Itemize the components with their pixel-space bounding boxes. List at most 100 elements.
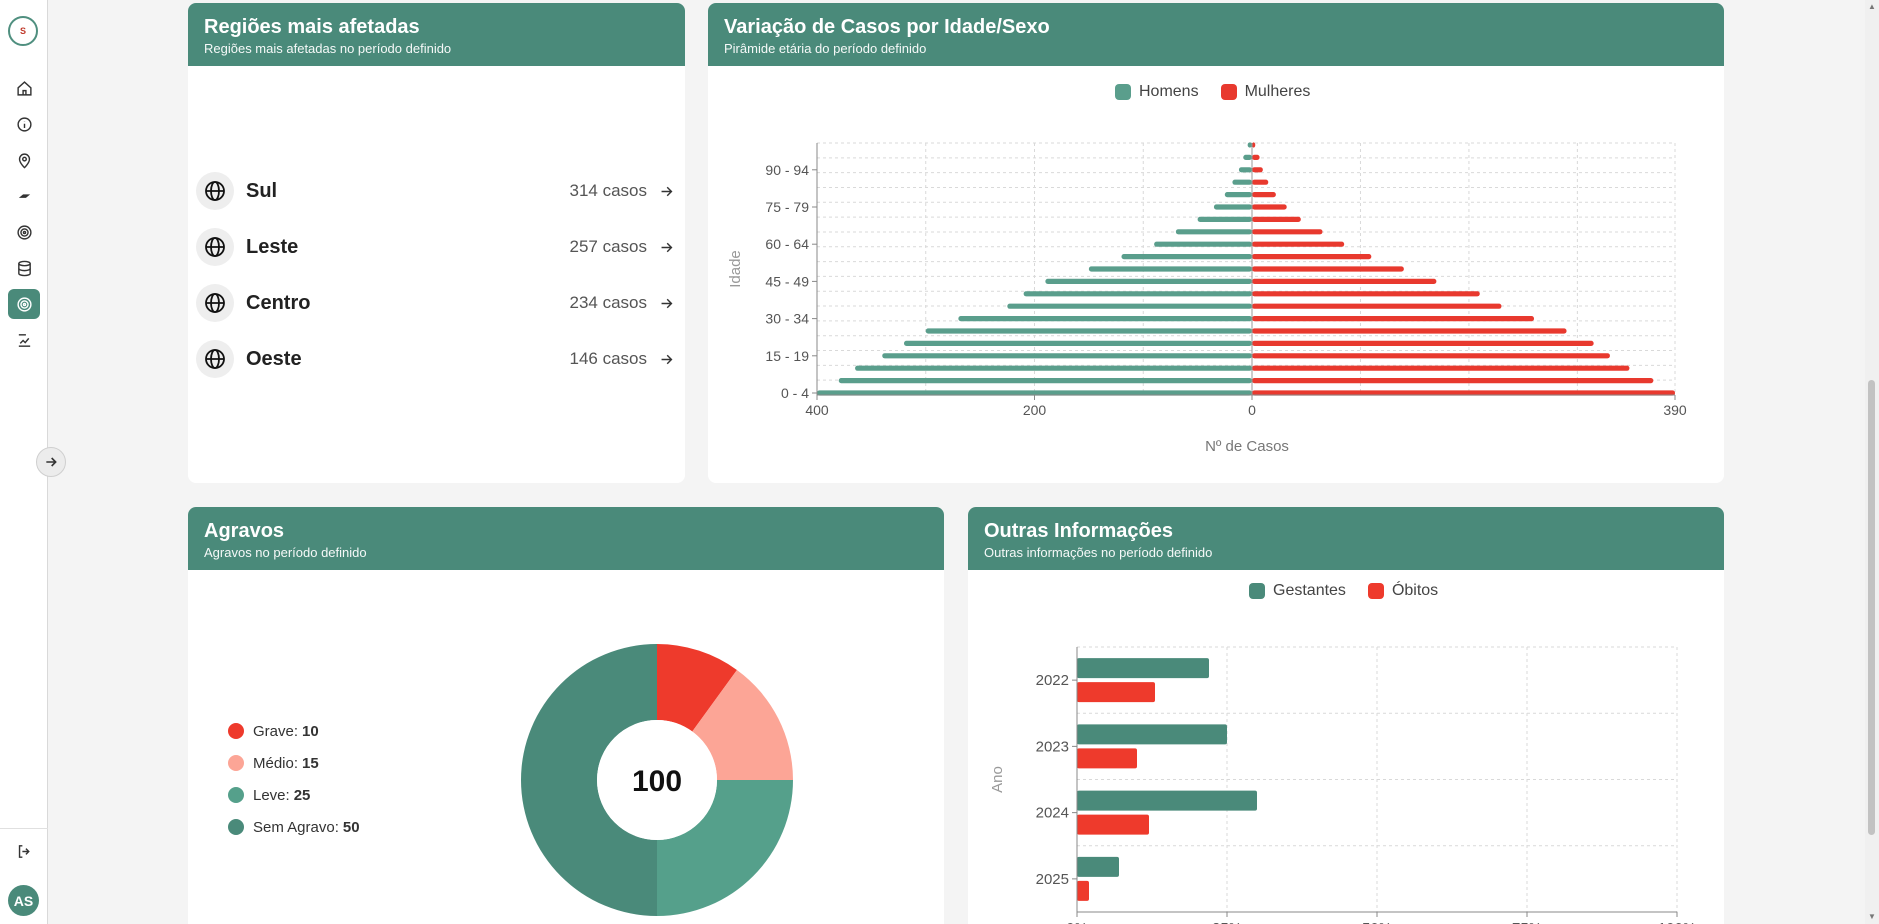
y-axis-label: Ano bbox=[989, 766, 1006, 793]
arrow-right-icon[interactable] bbox=[657, 350, 675, 368]
user-avatar[interactable]: AS bbox=[8, 885, 39, 916]
bar-homens bbox=[1007, 303, 1252, 309]
region-item-sul[interactable]: Sul 314 casos bbox=[196, 171, 675, 211]
bar-mulheres bbox=[1252, 179, 1269, 185]
bar-mulheres bbox=[1252, 303, 1502, 309]
legend-item-gestantes[interactable]: Gestantes bbox=[1249, 582, 1346, 600]
arrow-right-icon[interactable] bbox=[657, 182, 675, 200]
severity-label: Grave bbox=[253, 722, 294, 740]
severity-swatch bbox=[228, 787, 244, 803]
bar-mulheres bbox=[1252, 142, 1256, 148]
card-subtitle: Regiões mais afetadas no período definid… bbox=[204, 41, 452, 56]
sidebar-divider bbox=[0, 828, 48, 829]
bar-homens bbox=[904, 340, 1252, 346]
logout-icon[interactable] bbox=[8, 836, 40, 866]
y-tick-label: 2022 bbox=[1036, 672, 1069, 689]
region-count: 257 casos bbox=[569, 237, 648, 256]
info-icon[interactable] bbox=[8, 109, 40, 139]
bar-homens bbox=[1154, 241, 1252, 247]
user-initials: AS bbox=[13, 892, 34, 909]
x-tick-label: 50% bbox=[1362, 920, 1392, 924]
legend-label: Mulheres bbox=[1244, 83, 1311, 100]
severity-colon: : bbox=[293, 754, 299, 772]
y-tick-label: 2024 bbox=[1036, 805, 1069, 822]
mosquito-icon[interactable] bbox=[8, 181, 40, 211]
report-icon[interactable] bbox=[8, 325, 40, 355]
card-subtitle: Pirâmide etária do período definido bbox=[724, 41, 927, 56]
bar-homens bbox=[882, 353, 1252, 359]
bar-gestantes bbox=[1077, 790, 1257, 811]
pyramid-card: Variação de Casos por Idade/Sexo Pirâmid… bbox=[708, 3, 1724, 483]
y-tick-label: 15 - 19 bbox=[765, 348, 809, 364]
x-tick-label: 0 bbox=[1248, 402, 1256, 418]
pyramid-chart: 0 - 4 15 - 19 30 - 34 45 - 49 60 - 64 75 - 79… bbox=[727, 142, 1687, 455]
arrow-right-icon[interactable] bbox=[657, 238, 675, 256]
bar-mulheres bbox=[1252, 340, 1594, 346]
y-tick-label: 0 - 4 bbox=[781, 385, 809, 401]
page-scrollbar[interactable]: ▲ ▼ bbox=[1865, 0, 1879, 924]
database-icon[interactable] bbox=[8, 253, 40, 283]
x-tick-label: 200 bbox=[1023, 402, 1047, 418]
region-item-leste[interactable]: Leste 257 casos bbox=[196, 227, 675, 267]
bar-obitos bbox=[1077, 748, 1137, 769]
severity-value: 10 bbox=[302, 722, 319, 740]
bar-homens bbox=[838, 378, 1252, 384]
severity-swatch bbox=[228, 755, 244, 771]
bar-gestantes bbox=[1077, 724, 1227, 745]
severity-item-1: Grave:10 bbox=[228, 715, 360, 747]
regions-card: Regiões mais afetadas Regiões mais afeta… bbox=[188, 3, 685, 483]
x-tick-label: 390 bbox=[1663, 402, 1687, 418]
bar-mulheres bbox=[1252, 204, 1287, 210]
y-tick-label: 60 - 64 bbox=[765, 236, 809, 252]
legend-swatch bbox=[1220, 84, 1237, 100]
legend-item-obitos[interactable]: Óbitos bbox=[1367, 582, 1438, 600]
globe-icon bbox=[196, 172, 234, 210]
donut-slice-médio bbox=[692, 669, 793, 780]
bar-mulheres bbox=[1252, 216, 1301, 222]
scroll-up-arrow[interactable]: ▲ bbox=[1868, 2, 1876, 11]
expand-sidebar-button[interactable] bbox=[36, 447, 66, 477]
bar-obitos bbox=[1077, 880, 1089, 901]
bar-obitos bbox=[1077, 682, 1155, 703]
severity-label: Leve bbox=[253, 786, 286, 804]
severity-swatch bbox=[228, 819, 244, 835]
severity-item-3: Leve:25 bbox=[228, 779, 360, 811]
card-title: Outras Informações bbox=[984, 520, 1173, 542]
bar-homens bbox=[1232, 179, 1252, 185]
arrow-right-icon bbox=[46, 457, 57, 467]
pyramid-card-header: Variação de Casos por Idade/Sexo Pirâmid… bbox=[708, 3, 1724, 66]
severity-colon: : bbox=[334, 818, 339, 836]
bar-mulheres bbox=[1252, 378, 1654, 384]
region-name: Sul bbox=[246, 179, 278, 202]
card-subtitle: Outras informações no período definido bbox=[984, 545, 1213, 560]
arrow-right-icon[interactable] bbox=[657, 294, 675, 312]
logo-text: S bbox=[19, 26, 26, 36]
legend-item-mulheres[interactable]: Mulheres bbox=[1220, 83, 1311, 101]
legend-item-homens[interactable]: Homens bbox=[1115, 83, 1199, 101]
bar-homens bbox=[1243, 154, 1252, 160]
region-count: 314 casos bbox=[569, 181, 648, 200]
home-icon[interactable] bbox=[8, 73, 40, 103]
scroll-down-arrow[interactable]: ▼ bbox=[1868, 912, 1876, 921]
y-tick-label: 75 - 79 bbox=[765, 199, 809, 215]
donut-total: 100 bbox=[632, 765, 682, 798]
bar-mulheres bbox=[1252, 316, 1534, 322]
region-item-centro[interactable]: Centro 234 casos bbox=[196, 283, 675, 323]
radar-icon[interactable] bbox=[8, 217, 40, 247]
region-item-oeste[interactable]: Oeste 146 casos bbox=[196, 339, 675, 379]
card-title: Variação de Casos por Idade/Sexo bbox=[724, 16, 1050, 38]
bar-homens bbox=[1088, 266, 1252, 272]
x-tick-label: 400 bbox=[805, 402, 829, 418]
bar-mulheres bbox=[1252, 291, 1480, 297]
target-icon[interactable] bbox=[8, 289, 40, 319]
map-pin-icon[interactable] bbox=[8, 145, 40, 175]
bar-obitos bbox=[1077, 814, 1149, 835]
severity-value: 15 bbox=[302, 754, 319, 772]
donut-slice-sem-agravo bbox=[521, 644, 657, 916]
pyramid-legend: Homens Mulheres bbox=[1115, 83, 1310, 101]
bar-homens bbox=[958, 316, 1252, 322]
region-name: Leste bbox=[246, 235, 299, 258]
globe-icon bbox=[196, 284, 234, 322]
scroll-thumb[interactable] bbox=[1868, 380, 1875, 835]
app-logo[interactable]: S bbox=[8, 16, 38, 46]
